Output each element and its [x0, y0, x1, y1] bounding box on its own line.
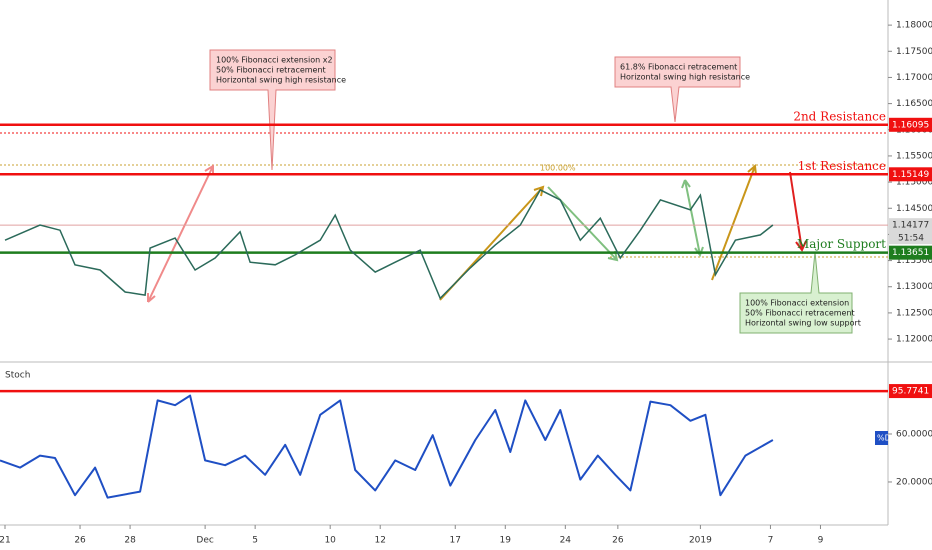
- annotation: 61.8% Fibonacci retracement Horizontal s…: [614, 56, 750, 123]
- price-line: [4, 188, 774, 300]
- level-name: 1st Resistance: [798, 159, 886, 173]
- level-tag: [889, 245, 932, 260]
- y-tick-label: 1.15000: [896, 178, 932, 188]
- y-tick-label: 1.13500: [896, 256, 932, 266]
- level-label: 1.15149: [892, 170, 929, 180]
- level-tag: [889, 117, 932, 132]
- fib-label: 100.00%: [540, 164, 576, 173]
- annotation: 100% Fibonacci extension 50% Fibonacci r…: [739, 251, 861, 334]
- arrow: [789, 171, 807, 252]
- y-tick-label: 1.15500: [896, 151, 932, 161]
- annotation-text: 50% Fibonacci retracement: [216, 66, 326, 75]
- x-tick-label: 24: [560, 536, 572, 546]
- y-tick-label: 1.17000: [896, 73, 932, 83]
- countdown: 51:54: [898, 234, 924, 244]
- arrow: [681, 179, 704, 258]
- y-tick-label: 1.16500: [896, 99, 932, 109]
- annotation-text: 100% Fibonacci extension x2: [216, 56, 333, 65]
- x-tick-label: 9: [818, 536, 824, 546]
- annotation: 100% Fibonacci extension x2 50% Fibonacc…: [209, 49, 346, 171]
- level-label: 1.13651: [892, 248, 929, 258]
- x-tick-label: 10: [324, 536, 336, 546]
- annotation-text: Horizontal swing low support: [745, 319, 861, 328]
- arrow: [147, 164, 214, 303]
- x-tick-label: 28: [124, 536, 136, 546]
- last-price-label: 1.14177: [892, 221, 929, 231]
- callout: [209, 49, 336, 171]
- y-tick-label: 1.18000: [896, 21, 932, 31]
- callout: [614, 56, 741, 123]
- panel-title: Stoch: [5, 371, 30, 381]
- arrows: [147, 164, 807, 303]
- x-tick-label: 2019: [689, 536, 712, 546]
- annotation-text: Horizontal swing high resistance: [216, 76, 346, 85]
- x-tick-label: 26: [74, 536, 86, 546]
- level-tag: [889, 167, 932, 182]
- x-tick-label: 5: [252, 536, 258, 546]
- y-tick-label: 20.0000: [896, 477, 932, 487]
- x-tick-label: Dec: [196, 536, 213, 546]
- annotation-text: 61.8% Fibonacci retracement: [620, 63, 737, 72]
- y-tick-label: 1.12500: [896, 308, 932, 318]
- annotation-text: 50% Fibonacci retracement: [745, 309, 855, 318]
- x-tick-label: 26: [612, 536, 624, 546]
- level-name: Major Support: [797, 237, 886, 251]
- x-tick-label: 17: [450, 536, 461, 546]
- y-tick-label: 1.17500: [896, 47, 932, 57]
- annotation-text: 100% Fibonacci extension: [745, 299, 849, 308]
- x-tick-label: 21: [0, 536, 11, 546]
- level-name: 2nd Resistance: [793, 109, 886, 123]
- annotation-text: Horizontal swing high resistance: [620, 73, 750, 82]
- y-tick-label: 1.13000: [896, 282, 932, 292]
- stoch-level-label: 95.7741: [892, 387, 929, 397]
- stoch-line: [0, 394, 774, 499]
- last-price-tag: [889, 218, 932, 245]
- y-tick-label: 60.0000: [896, 429, 932, 439]
- legend-swatch: [875, 431, 888, 445]
- callout: [739, 251, 853, 334]
- x-tick-label: 7: [768, 536, 774, 546]
- level-label: 1.16095: [892, 120, 929, 130]
- x-tick-label: 12: [374, 536, 385, 546]
- legend-label: %D: [877, 434, 891, 443]
- y-tick-label: 1.12000: [896, 335, 932, 345]
- x-tick-label: 19: [500, 536, 512, 546]
- y-tick-label: 1.14500: [896, 204, 932, 214]
- arrow: [711, 164, 757, 281]
- stoch-level-tag: [889, 384, 932, 399]
